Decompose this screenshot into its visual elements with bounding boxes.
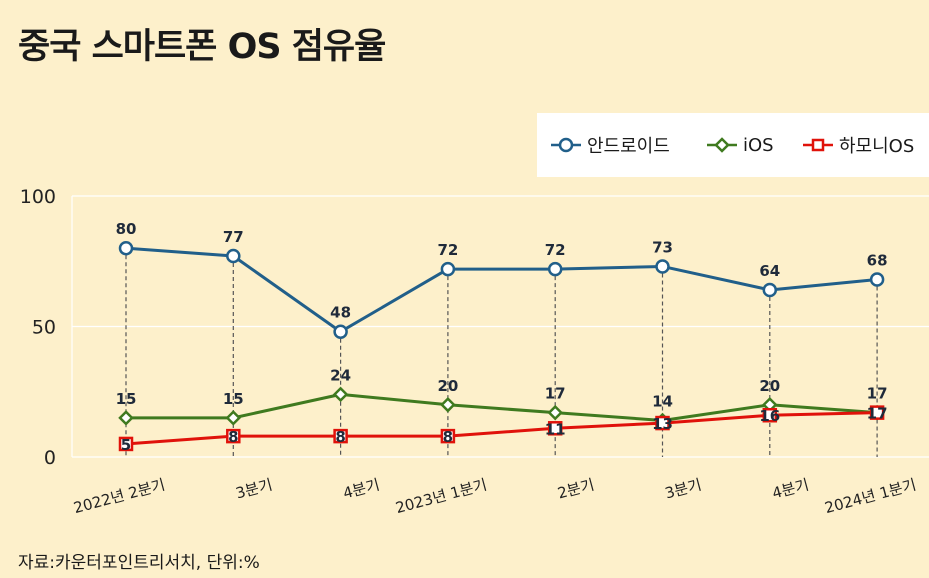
legend-label: iOS	[743, 134, 774, 156]
data-label: 24	[330, 366, 351, 384]
data-point-circle	[762, 282, 778, 298]
data-point-square	[440, 428, 456, 444]
data-label: 72	[437, 241, 458, 259]
data-point-square	[762, 407, 778, 423]
x-tick-label: 4분기	[770, 475, 811, 502]
data-point-diamond	[547, 404, 563, 421]
data-point-square	[869, 405, 885, 420]
y-tick-label: 50	[32, 317, 56, 339]
data-point-circle	[655, 259, 670, 274]
data-label: 17	[867, 385, 888, 403]
series-line	[125, 246, 878, 334]
data-point-diamond	[440, 397, 456, 413]
data-label: 13	[652, 415, 673, 433]
data-label: 17	[545, 385, 566, 403]
data-label: 8	[335, 428, 345, 446]
data-label: 15	[116, 390, 137, 408]
series-line	[125, 411, 878, 446]
legend-label: 안드로이드	[587, 136, 670, 157]
legend-label: 하모니OS	[839, 136, 915, 157]
data-point-circle	[333, 324, 348, 339]
legend-item-harmonyos: 하모니OS	[803, 113, 914, 177]
square-marker-icon	[803, 138, 833, 152]
circle-marker-icon	[551, 137, 581, 153]
data-point-square	[655, 415, 670, 431]
data-label: 17	[867, 405, 888, 423]
legend: 안드로이드 iOS 하모니OS	[537, 113, 929, 177]
x-tick-label: 3분기	[663, 475, 704, 502]
legend-item-android: 안드로이드	[551, 113, 670, 177]
data-label: 8	[228, 428, 238, 446]
diamond-marker-icon	[707, 137, 737, 153]
x-tick-label: 4분기	[341, 475, 382, 502]
data-point-square	[226, 428, 241, 444]
data-label: 15	[223, 390, 244, 408]
data-point-circle	[226, 248, 241, 264]
data-point-circle	[118, 240, 134, 256]
data-label: 20	[437, 377, 458, 395]
page-title: 중국 스마트폰 OS 점유율	[18, 27, 386, 67]
data-point-circle	[869, 272, 885, 287]
data-label: 16	[759, 407, 780, 425]
data-label: 72	[545, 241, 566, 259]
x-tick-label: 2023년 1분기	[394, 475, 489, 517]
x-tick-label: 2022년 2분기	[72, 475, 167, 517]
x-tick-label: 3분기	[234, 475, 275, 502]
data-label: 64	[759, 262, 780, 280]
data-label: 73	[652, 238, 673, 256]
series-line	[126, 392, 878, 422]
data-point-diamond	[225, 410, 242, 426]
data-point-circle	[547, 261, 563, 277]
data-label: 11	[545, 420, 566, 438]
data-label: 80	[116, 220, 137, 238]
x-tick-label: 2분기	[556, 475, 597, 502]
data-label: 14	[652, 392, 673, 410]
data-point-circle	[440, 261, 456, 277]
data-label: 5	[121, 436, 131, 454]
data-point-square	[118, 436, 134, 452]
data-point-square	[547, 421, 563, 436]
legend-item-ios: iOS	[707, 113, 774, 177]
y-tick-label: 100	[20, 186, 56, 208]
data-point-diamond	[118, 410, 134, 426]
data-point-diamond	[332, 386, 349, 403]
data-point-square	[333, 428, 348, 444]
data-label: 77	[223, 228, 244, 246]
y-tick-label: 0	[44, 447, 56, 469]
data-label: 68	[867, 252, 888, 270]
data-label: 20	[759, 377, 780, 395]
data-label: 48	[330, 304, 351, 322]
x-tick-label: 2024년 1분기	[823, 475, 918, 517]
source-note: 자료:카운터포인트리서치, 단위:%	[18, 553, 260, 573]
data-label: 8	[443, 428, 453, 446]
